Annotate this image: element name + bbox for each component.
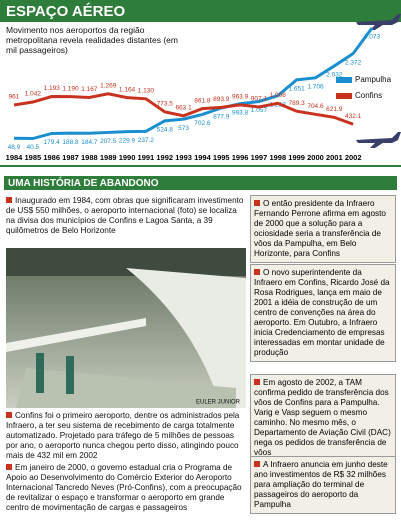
data-label: 1.269 bbox=[100, 82, 117, 89]
x-tick-label: 1992 bbox=[156, 153, 173, 162]
section-title: UMA HISTÓRIA DE ABANDONO bbox=[8, 178, 159, 189]
x-tick-label: 1987 bbox=[62, 153, 79, 162]
data-label: 877.9 bbox=[213, 114, 230, 121]
data-label: 893.9 bbox=[213, 96, 230, 103]
data-label: 2.032 bbox=[326, 72, 343, 79]
x-tick-label: 1997 bbox=[251, 153, 268, 162]
data-label: 1.706 bbox=[307, 84, 324, 91]
data-label: 1.130 bbox=[138, 88, 155, 95]
text-box: Em agosto de 2002, a TAM confirma pedido… bbox=[250, 374, 396, 462]
data-label: 2.372 bbox=[345, 59, 362, 66]
data-label: 663.1 bbox=[175, 105, 192, 112]
data-label: 188.8 bbox=[62, 139, 79, 146]
title-bar bbox=[0, 0, 401, 22]
x-tick-label: 1991 bbox=[138, 153, 155, 162]
data-label: 1.006 bbox=[270, 92, 287, 99]
plane-top bbox=[356, 14, 401, 30]
x-tick-label: 1995 bbox=[213, 153, 230, 162]
data-label: 963.9 bbox=[232, 94, 249, 101]
block-text: Em janeiro de 2000, o governo estadual c… bbox=[6, 463, 242, 512]
text-block: Inaugurado em 1984, com obras que signif… bbox=[6, 196, 246, 236]
data-label: 789.3 bbox=[288, 100, 305, 107]
box-text: O novo superintendente da Infraero em Co… bbox=[254, 268, 390, 357]
box-text: A Infraero anuncia em junho deste ano in… bbox=[254, 460, 388, 509]
data-label: 907.1 bbox=[251, 96, 268, 103]
data-label: 702.6 bbox=[194, 120, 211, 127]
data-label: 573 bbox=[178, 125, 189, 132]
data-label: 861.8 bbox=[194, 97, 211, 104]
x-tick-label: 1989 bbox=[100, 153, 117, 162]
text-block: Em janeiro de 2000, o governo estadual c… bbox=[6, 463, 246, 513]
data-label: 3.073 bbox=[364, 34, 381, 41]
data-label: 179.4 bbox=[44, 139, 61, 146]
x-tick-label: 1986 bbox=[43, 153, 60, 162]
x-tick-label: 2000 bbox=[307, 153, 324, 162]
box-text: O então presidente da Infraero Fernando … bbox=[254, 199, 386, 258]
chart: ESPAÇO AÉREO 1984 1985 1986 1987 1988 1989 199… bbox=[0, 0, 401, 167]
x-tick-label: 1994 bbox=[194, 153, 212, 162]
x-tick-label: 2001 bbox=[326, 153, 343, 162]
x-tick-label: 1985 bbox=[24, 153, 41, 162]
x-tick-label: 1988 bbox=[81, 153, 98, 162]
x-tick-label: 1990 bbox=[119, 153, 136, 162]
data-label: 1.167 bbox=[81, 86, 98, 93]
plane-bottom bbox=[356, 132, 401, 148]
text-box: O novo superintendente da Infraero em Co… bbox=[250, 264, 396, 362]
x-tick-label: 1999 bbox=[288, 153, 305, 162]
x-tick-label: 2002 bbox=[345, 153, 362, 162]
data-label: 1.057 bbox=[251, 107, 268, 114]
legend-label: Confins bbox=[355, 91, 382, 100]
text-box: O então presidente da Infraero Fernando … bbox=[250, 195, 396, 263]
legend-label: Pampulha bbox=[355, 75, 392, 84]
x-tick-label: 1998 bbox=[269, 153, 286, 162]
data-label: 184.7 bbox=[81, 139, 98, 146]
data-label: 237.2 bbox=[138, 137, 155, 144]
data-label: 432.1 bbox=[345, 113, 362, 120]
data-label: 704.6 bbox=[307, 103, 324, 110]
block-text: Inaugurado em 1984, com obras que signif… bbox=[6, 196, 244, 235]
x-tick-label: 1996 bbox=[232, 153, 249, 162]
data-label: 993.8 bbox=[232, 109, 249, 116]
legend-swatch bbox=[336, 93, 352, 99]
data-label: 1.651 bbox=[288, 86, 305, 93]
photo-credit: EULER JUNIOR bbox=[196, 400, 241, 406]
data-label: 773.5 bbox=[157, 101, 174, 108]
data-label: 48.9 bbox=[8, 144, 21, 151]
data-label: 40.5 bbox=[27, 144, 40, 151]
block-text: Confins foi o primeiro aeroporto, dentre… bbox=[6, 411, 240, 460]
text-box: A Infraero anuncia em junho deste ano in… bbox=[250, 456, 396, 514]
data-label: 1.164 bbox=[119, 86, 136, 93]
chart-subtitle: Movimento nos aeroportos da região metro… bbox=[6, 25, 178, 55]
data-label: 1.190 bbox=[62, 85, 79, 92]
data-label: 1.042 bbox=[25, 91, 42, 98]
data-label: 524.8 bbox=[157, 127, 174, 134]
box-text: Em agosto de 2002, a TAM confirma pedido… bbox=[254, 378, 391, 457]
text-block: Confins foi o primeiro aeroporto, dentre… bbox=[6, 411, 246, 461]
x-tick-label: 1984 bbox=[6, 153, 24, 162]
x-tick-label: 1993 bbox=[175, 153, 192, 162]
data-label: 207.5 bbox=[100, 138, 117, 145]
data-label: 229.9 bbox=[119, 137, 136, 144]
chart-title: ESPAÇO AÉREO bbox=[6, 3, 126, 20]
legend-swatch bbox=[336, 77, 352, 83]
photo: EULER JUNIOR bbox=[6, 248, 246, 408]
section-bar: UMA HISTÓRIA DE ABANDONO bbox=[4, 176, 397, 190]
series-line bbox=[13, 92, 354, 126]
data-label: 1.193 bbox=[44, 85, 61, 92]
series-line bbox=[13, 27, 374, 141]
data-label: 621.9 bbox=[326, 106, 343, 113]
data-label: 961 bbox=[9, 94, 20, 101]
